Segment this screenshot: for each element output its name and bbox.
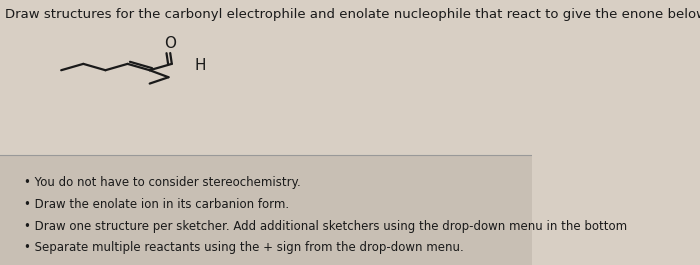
- Text: O: O: [164, 36, 176, 51]
- Text: • Separate multiple reactants using the + sign from the drop-down menu.: • Separate multiple reactants using the …: [24, 241, 463, 254]
- Text: • You do not have to consider stereochemistry.: • You do not have to consider stereochem…: [24, 176, 301, 189]
- Text: • Draw the enolate ion in its carbanion form.: • Draw the enolate ion in its carbanion …: [24, 198, 289, 211]
- Bar: [0, 155, 532, 265]
- Text: • Draw one structure per sketcher. Add additional sketchers using the drop-down : • Draw one structure per sketcher. Add a…: [24, 220, 627, 233]
- Text: H: H: [195, 58, 206, 73]
- Text: Draw structures for the carbonyl electrophile and enolate nucleophile that react: Draw structures for the carbonyl electro…: [6, 8, 700, 21]
